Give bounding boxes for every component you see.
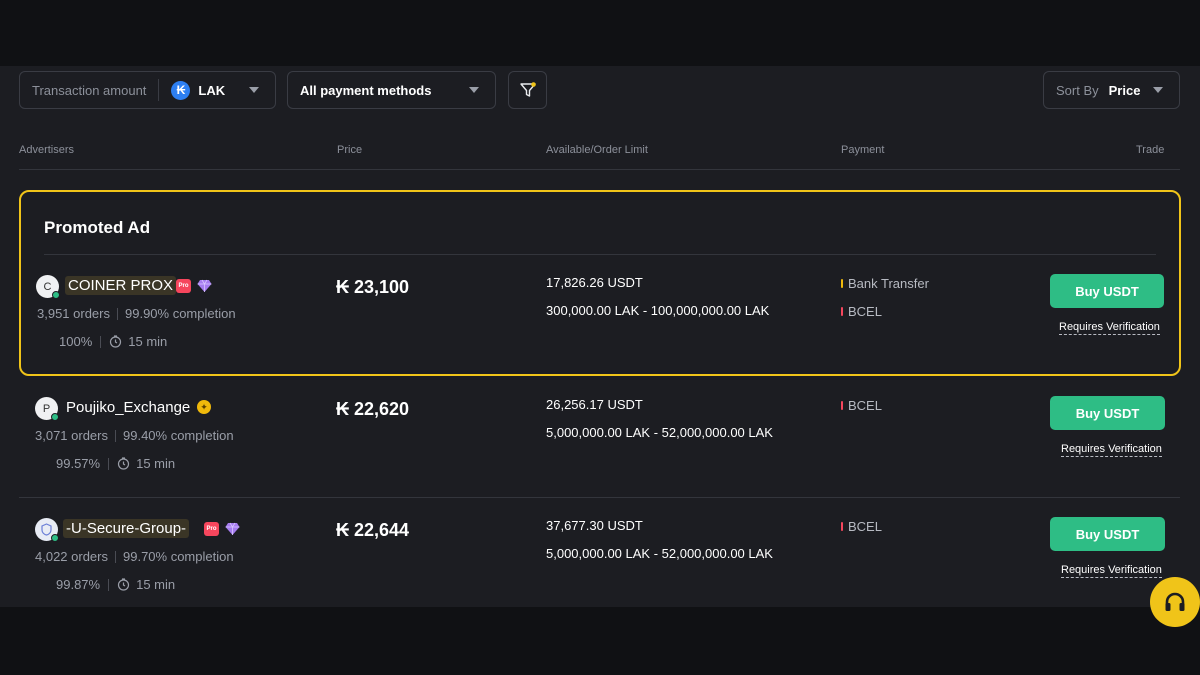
shield-logo-icon [41, 523, 52, 536]
column-header-advertisers: Advertisers [19, 144, 75, 156]
requires-verification-link[interactable]: Requires Verification [1061, 443, 1162, 457]
buy-usdt-button[interactable]: Buy USDT [1050, 517, 1165, 551]
payment-method-label: BCEL [848, 304, 882, 319]
ad-row: P Poujiko_Exchange ✦ 3,071 orders 99.40%… [0, 396, 1200, 507]
lak-currency-icon: ₭ [171, 80, 191, 100]
payment-time: 15 min [136, 577, 176, 592]
positive-rate: 99.87% [56, 577, 101, 592]
rating-stats: 99.87% 15 min [56, 577, 175, 592]
sort-label: Sort By [1056, 82, 1099, 98]
advertiser-name[interactable]: Poujiko_Exchange [66, 399, 191, 416]
payment-color-bar [841, 522, 843, 531]
payment-color-bar [841, 307, 843, 316]
customer-support-button[interactable] [1150, 577, 1200, 627]
online-status-dot [51, 534, 59, 542]
order-stats: 3,951 orders 99.90% completion [37, 306, 236, 321]
orders-count: 4,022 orders [35, 549, 108, 564]
column-header-price: Price [337, 144, 363, 156]
avatar[interactable] [35, 518, 59, 542]
advertiser-name[interactable]: COINER PROX [65, 276, 177, 295]
completion-rate: 99.90% completion [125, 306, 236, 321]
transaction-amount-filter[interactable]: Transaction amount ₭ LAK [19, 71, 276, 109]
avatar[interactable]: C [36, 275, 60, 299]
orders-count: 3,071 orders [35, 428, 108, 443]
buy-usdt-button[interactable]: Buy USDT [1050, 274, 1164, 308]
order-stats: 4,022 orders 99.70% completion [35, 549, 234, 564]
advertiser-name[interactable]: -U-Secure-Group- [63, 519, 190, 538]
ad-price: ₭ 22,620 [336, 399, 410, 419]
rating-stats: 100% 15 min [59, 334, 167, 349]
payment-method-dropdown[interactable]: All payment methods [287, 71, 496, 109]
top-dark-band [0, 0, 1200, 66]
amount-placeholder: Transaction amount [32, 82, 147, 98]
clock-icon [117, 578, 130, 591]
completion-rate: 99.40% completion [123, 428, 234, 443]
payment-color-bar [841, 279, 843, 288]
payment-method-label: BCEL [848, 519, 882, 534]
promoted-ad-title: Promoted Ad [44, 218, 151, 237]
clock-icon [110, 335, 122, 348]
diamond-icon [225, 522, 240, 535]
payment-color-bar [841, 401, 843, 410]
header-divider [19, 169, 1180, 170]
online-status-dot [52, 291, 60, 299]
filter-icon [519, 82, 536, 97]
column-header-payment: Payment [841, 144, 885, 156]
ad-price: ₭ 22,644 [336, 520, 410, 540]
positive-rate: 99.57% [56, 456, 101, 471]
positive-rate: 100% [59, 334, 93, 349]
column-header-available: Available/Order Limit [546, 144, 648, 156]
payment-time: 15 min [136, 456, 176, 471]
avatar-initial: C [43, 280, 52, 293]
promoted-ad-card: Promoted Ad [19, 190, 1181, 376]
completion-rate: 99.70% completion [123, 549, 234, 564]
payment-method-label: All payment methods [300, 82, 432, 98]
chevron-down-icon [469, 87, 479, 93]
requires-verification-link[interactable]: Requires Verification [1059, 321, 1160, 335]
diamond-icon [197, 279, 212, 292]
order-limit: 300,000.00 LAK - 100,000,000.00 LAK [546, 303, 770, 318]
payment-method: Bank Transfer [841, 276, 929, 291]
column-header-trade: Trade [1136, 144, 1165, 156]
promoted-divider [44, 254, 1156, 255]
chevron-down-icon [1153, 87, 1163, 93]
available-amount: 26,256.17 USDT [546, 397, 643, 412]
payment-method: BCEL [841, 304, 882, 319]
rating-stats: 99.57% 15 min [56, 456, 175, 471]
divider [158, 79, 160, 101]
chevron-down-icon [249, 87, 259, 93]
ad-row: C COINER PROX Pro 3,951 orders 99.90% co… [0, 274, 1200, 385]
ad-price: ₭ 23,100 [336, 277, 410, 297]
order-stats: 3,071 orders 99.40% completion [35, 428, 234, 443]
avatar-initial: P [42, 402, 51, 415]
payment-time: 15 min [128, 334, 168, 349]
bottom-dark-band [0, 607, 1200, 675]
buy-usdt-button[interactable]: Buy USDT [1050, 396, 1165, 430]
avatar[interactable]: P [35, 397, 59, 421]
available-amount: 37,677.30 USDT [546, 518, 643, 533]
online-status-dot [51, 413, 59, 421]
p2p-ad-list: Transaction amount ₭ LAK All payment met… [0, 66, 1200, 607]
sort-value: Price [1108, 82, 1141, 98]
row-divider [19, 497, 1180, 498]
orders-count: 3,951 orders [37, 306, 110, 321]
verified-merchant-icon: ✦ [197, 400, 211, 414]
order-limit: 5,000,000.00 LAK - 52,000,000.00 LAK [546, 425, 773, 440]
currency-selector[interactable]: LAK [198, 82, 226, 98]
payment-method: BCEL [841, 398, 882, 413]
sort-dropdown[interactable]: Sort By Price [1043, 71, 1180, 109]
pro-badge-icon: Pro [204, 522, 219, 536]
pro-badge-icon: Pro [176, 279, 191, 293]
ad-row: -U-Secure-Group- Pro 4,022 orders 99.70%… [0, 517, 1200, 607]
payment-method-label: Bank Transfer [848, 276, 929, 291]
requires-verification-link[interactable]: Requires Verification [1061, 564, 1162, 578]
order-limit: 5,000,000.00 LAK - 52,000,000.00 LAK [546, 546, 773, 561]
headset-icon [1165, 592, 1185, 611]
payment-method: BCEL [841, 519, 882, 534]
available-amount: 17,826.26 USDT [546, 275, 643, 290]
payment-method-label: BCEL [848, 398, 882, 413]
clock-icon [117, 457, 130, 470]
filter-button[interactable] [508, 71, 547, 109]
